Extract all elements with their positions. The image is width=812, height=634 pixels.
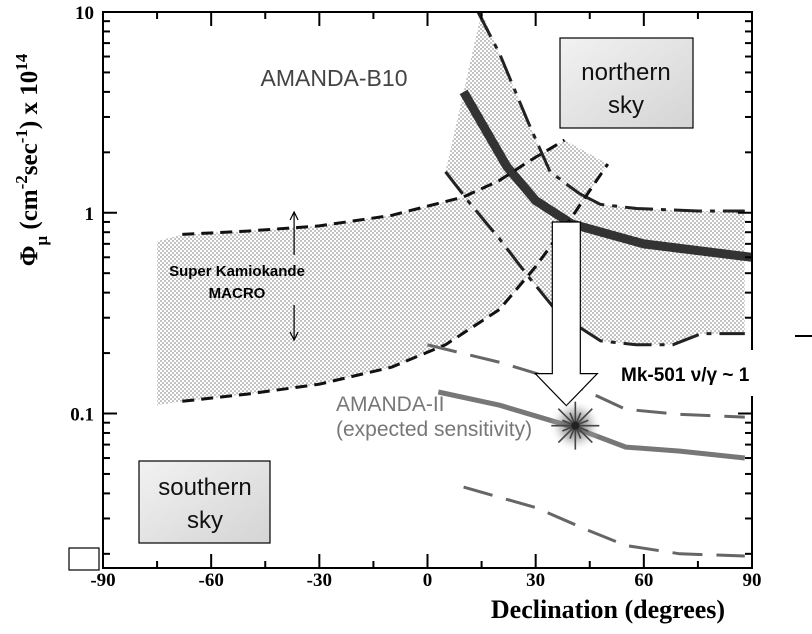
uncertainty-bands [157, 12, 745, 406]
y-tick-labels: 0.1 1 10 [70, 3, 94, 426]
southern-sky-label-1: southern [158, 474, 251, 501]
y-axis-title: Φμ (cm-2sec-1) x 1014 [12, 53, 51, 266]
annotation-super-kamiokande: Super Kamiokande [169, 263, 305, 280]
star-ray [557, 408, 576, 427]
northern-sky-label-2: sky [608, 92, 644, 119]
northern-sky-box: northern sky [559, 37, 694, 129]
series-line-5 [182, 138, 566, 236]
x-tick-label: 0 [423, 570, 433, 591]
arrow-head [289, 210, 299, 221]
annotation-amanda-ii: AMANDA-II [336, 393, 445, 416]
star-core [571, 421, 580, 430]
x-tick-label: -90 [90, 570, 115, 591]
series-line-8 [427, 343, 745, 419]
mk501-source-marker [549, 399, 602, 452]
mk501-label-bg [608, 350, 812, 396]
band-superk-macro [157, 140, 608, 406]
arrow-head [289, 331, 299, 342]
series-line-9 [463, 485, 745, 558]
band-width-arrows-icon [289, 210, 299, 342]
x-tick-label: -60 [199, 570, 224, 591]
annotation-macro: MACRO [209, 285, 266, 302]
series-line-1 [476, 11, 580, 195]
x-tick-labels: -90 -60 -30 0 30 60 90 [90, 570, 761, 591]
series-line-0 [459, 89, 753, 262]
data-series [182, 11, 753, 558]
y-tick-label: 1 [85, 204, 95, 225]
axis-ticks [102, 12, 753, 568]
annotation-expected-sensitivity: (expected sensitivity) [336, 418, 532, 441]
star-ray [574, 425, 593, 444]
x-tick-label: 90 [743, 570, 762, 591]
x-tick-label: -30 [307, 570, 332, 591]
y-tick-label: 0.1 [70, 405, 94, 426]
northern-sky-label-1: northern [581, 59, 670, 86]
series-line-4 [578, 325, 745, 347]
annotation-mk501: Mk-501 ν/γ ~ 1 [621, 365, 750, 386]
x-axis-title: Declination (degrees) [491, 595, 725, 624]
star-ray [557, 425, 576, 444]
down-arrow-icon [533, 221, 599, 407]
southern-sky-label-2: sky [187, 507, 223, 534]
star-ray [574, 408, 593, 427]
series-line-6 [182, 163, 610, 403]
x-tick-label: 60 [634, 570, 653, 591]
y-tick-label: 10 [75, 3, 94, 24]
corner-box [68, 547, 100, 571]
x-tick-label: 30 [526, 570, 545, 591]
southern-sky-box: southern sky [138, 460, 271, 544]
series-line-2 [578, 191, 745, 213]
annotation-amanda-b10: AMANDA-B10 [261, 65, 408, 91]
